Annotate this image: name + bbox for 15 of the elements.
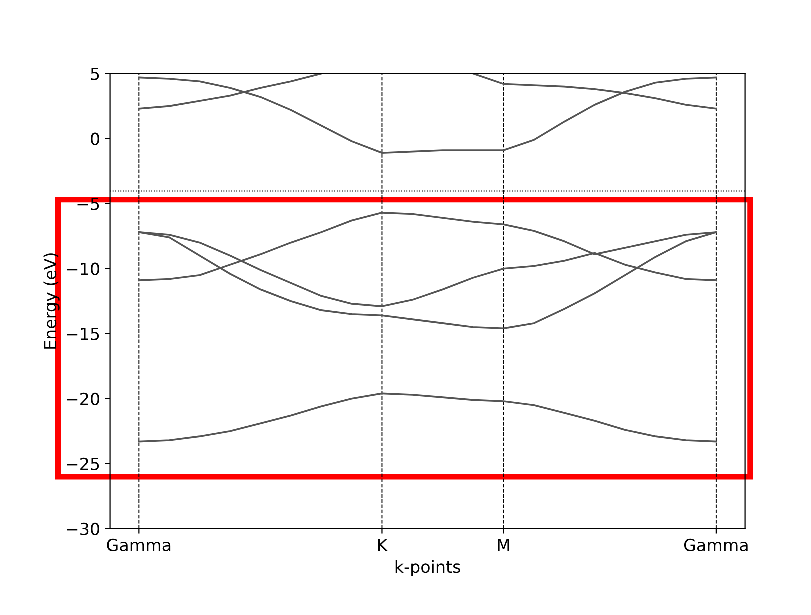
line-series (138, 76, 718, 154)
x-tick-label: M (498, 539, 510, 552)
y-tick-label: −30 (67, 522, 100, 536)
y-tick-label: −25 (67, 458, 100, 470)
x-tick-label: Gamma (684, 538, 748, 552)
y-tick-label: −20 (67, 392, 100, 406)
x-tick-label: K (378, 539, 388, 552)
y-tick-label: −10 (67, 262, 100, 276)
line-series (138, 392, 718, 443)
y-axis-title: Energy (eV) (44, 254, 60, 349)
y-tick-label: 0 (91, 132, 100, 146)
x-axis-title: k-points (396, 560, 460, 576)
y-tick-label: −15 (67, 328, 100, 340)
x-tick-label: Gamma (107, 538, 171, 552)
y-tick-label: 5 (91, 68, 100, 80)
